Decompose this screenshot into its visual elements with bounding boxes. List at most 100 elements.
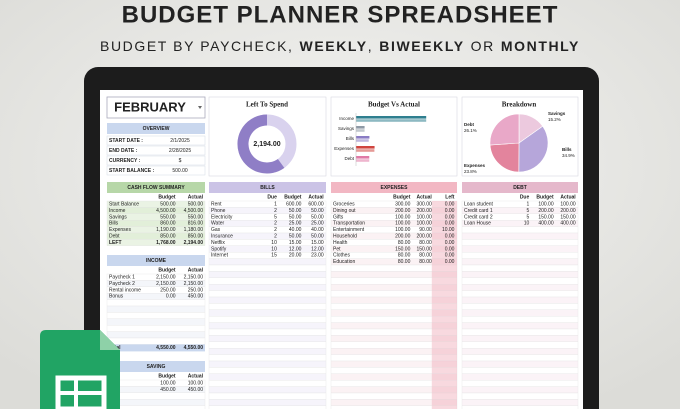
overview-label: END DATE : xyxy=(109,148,138,154)
pie-value-label: 23.8% xyxy=(464,169,477,174)
cell: 200.00 xyxy=(538,208,554,214)
row-label: Entertainment xyxy=(333,227,365,233)
cell: 50.00 xyxy=(289,214,302,220)
cell: 0.00 xyxy=(445,234,455,240)
shaded-cell xyxy=(431,348,457,355)
column-header: Actual xyxy=(308,194,324,200)
row-label: Groceries xyxy=(333,202,355,208)
cell: 40.00 xyxy=(311,227,324,233)
cell: 200.00 xyxy=(395,234,411,240)
donut-title: Left To Spend xyxy=(246,101,288,109)
bar-label: Expenses xyxy=(334,146,355,151)
row-label: Income xyxy=(109,208,126,214)
table-row xyxy=(208,220,327,227)
subtitle-part: BIWEEKLY xyxy=(379,38,464,54)
cell: 10.00 xyxy=(442,227,455,233)
cell: 4,500.00 xyxy=(156,208,176,214)
table-row xyxy=(208,360,327,368)
cell: 850.00 xyxy=(160,234,176,240)
row-label: Health xyxy=(333,240,348,246)
cell: 5 xyxy=(526,208,529,214)
row-label: LEFT xyxy=(109,240,122,246)
cell: 23.00 xyxy=(311,253,324,259)
table-row xyxy=(106,325,206,332)
shaded-cell xyxy=(431,399,457,406)
table-row xyxy=(208,207,327,214)
cell: 500.00 xyxy=(160,202,176,208)
pie-label: Savings xyxy=(548,111,566,116)
cell: 200.00 xyxy=(560,208,576,214)
cell: 80.00 xyxy=(419,259,432,265)
table-row xyxy=(106,305,206,313)
cell: 1,768.00 xyxy=(156,240,176,246)
shaded-cell xyxy=(431,380,457,387)
column-header: Budget xyxy=(284,194,302,200)
saving-header xyxy=(107,361,205,372)
row-label: Electricity xyxy=(211,214,233,220)
cell: 550.00 xyxy=(188,214,204,220)
cell: 0.00 xyxy=(445,246,455,252)
shaded-cell xyxy=(431,226,457,233)
table-row xyxy=(461,380,579,387)
overview-title: OVERVIEW xyxy=(143,126,170,132)
bar-label: Income xyxy=(339,116,354,121)
cell: 860.00 xyxy=(160,221,176,227)
column-header: Budget xyxy=(158,373,176,379)
cell: 12.00 xyxy=(289,246,302,252)
chart-title: Budget Vs Actual xyxy=(368,101,420,109)
donut-value: 2,194.00 xyxy=(253,141,280,148)
table-row xyxy=(461,252,579,259)
cell: 200.00 xyxy=(417,208,433,214)
bar xyxy=(356,136,370,139)
overview-value: $ xyxy=(179,158,182,164)
cell: 250.00 xyxy=(160,287,176,293)
shaded-cell xyxy=(431,373,457,381)
table-row xyxy=(208,296,327,304)
cell: 600.00 xyxy=(308,202,324,208)
table-row xyxy=(106,392,206,400)
row-label: Debt xyxy=(109,234,120,240)
cell: 200.00 xyxy=(395,208,411,214)
table-row xyxy=(208,373,327,381)
table-row xyxy=(461,348,579,355)
table-row xyxy=(208,367,327,374)
cell: 100.00 xyxy=(395,227,411,233)
cell: 600.00 xyxy=(286,202,302,208)
table-row xyxy=(208,239,327,246)
cell: 1,190.00 xyxy=(156,227,176,233)
table-row xyxy=(106,405,206,409)
table-row xyxy=(106,331,206,339)
cell: 816.00 xyxy=(188,221,204,227)
cell: 1 xyxy=(526,202,529,208)
page-title: BUDGET PLANNER SPREADSHEET xyxy=(122,1,559,28)
cell: 2 xyxy=(274,227,277,233)
overview-header xyxy=(107,123,205,134)
cell: 5 xyxy=(526,214,529,220)
table-row xyxy=(106,312,206,319)
row-label: Paycheck 2 xyxy=(109,281,135,287)
total-cell: 4,550.00 xyxy=(156,345,176,351)
pie-slice xyxy=(489,142,520,173)
cell: 850.00 xyxy=(188,234,204,240)
cell: 15.00 xyxy=(289,240,302,246)
cell: 2,150.00 xyxy=(156,275,176,281)
expenses-header xyxy=(331,182,457,193)
cell: 5 xyxy=(274,214,277,220)
pie-slice xyxy=(518,125,549,173)
cell: 100.00 xyxy=(417,221,433,227)
bar xyxy=(356,139,369,142)
shaded-cell xyxy=(431,341,457,349)
cell: 0.00 xyxy=(445,202,455,208)
table-row xyxy=(208,277,327,285)
table-row xyxy=(461,399,579,406)
table-row xyxy=(461,367,579,374)
pie-value-label: 15.2% xyxy=(548,117,561,122)
icon-fold xyxy=(100,330,120,350)
table-row xyxy=(208,322,327,330)
cell: 400.00 xyxy=(560,221,576,227)
cell: 2 xyxy=(274,234,277,240)
cell: 0.00 xyxy=(445,214,455,220)
pie-label: Bills xyxy=(562,147,572,152)
column-header: Actual xyxy=(417,194,433,200)
